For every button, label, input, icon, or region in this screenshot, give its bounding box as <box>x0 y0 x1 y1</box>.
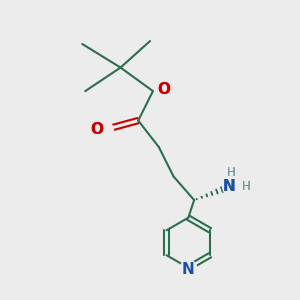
Text: N: N <box>223 179 236 194</box>
Text: O: O <box>157 82 170 97</box>
Text: N: N <box>223 179 236 194</box>
Text: N: N <box>182 262 195 277</box>
Text: H: H <box>226 166 235 178</box>
Text: H: H <box>226 166 235 178</box>
Text: O: O <box>157 82 170 97</box>
Text: H: H <box>242 180 250 193</box>
Text: O: O <box>90 122 103 137</box>
Text: O: O <box>90 122 103 137</box>
Text: H: H <box>242 180 250 193</box>
